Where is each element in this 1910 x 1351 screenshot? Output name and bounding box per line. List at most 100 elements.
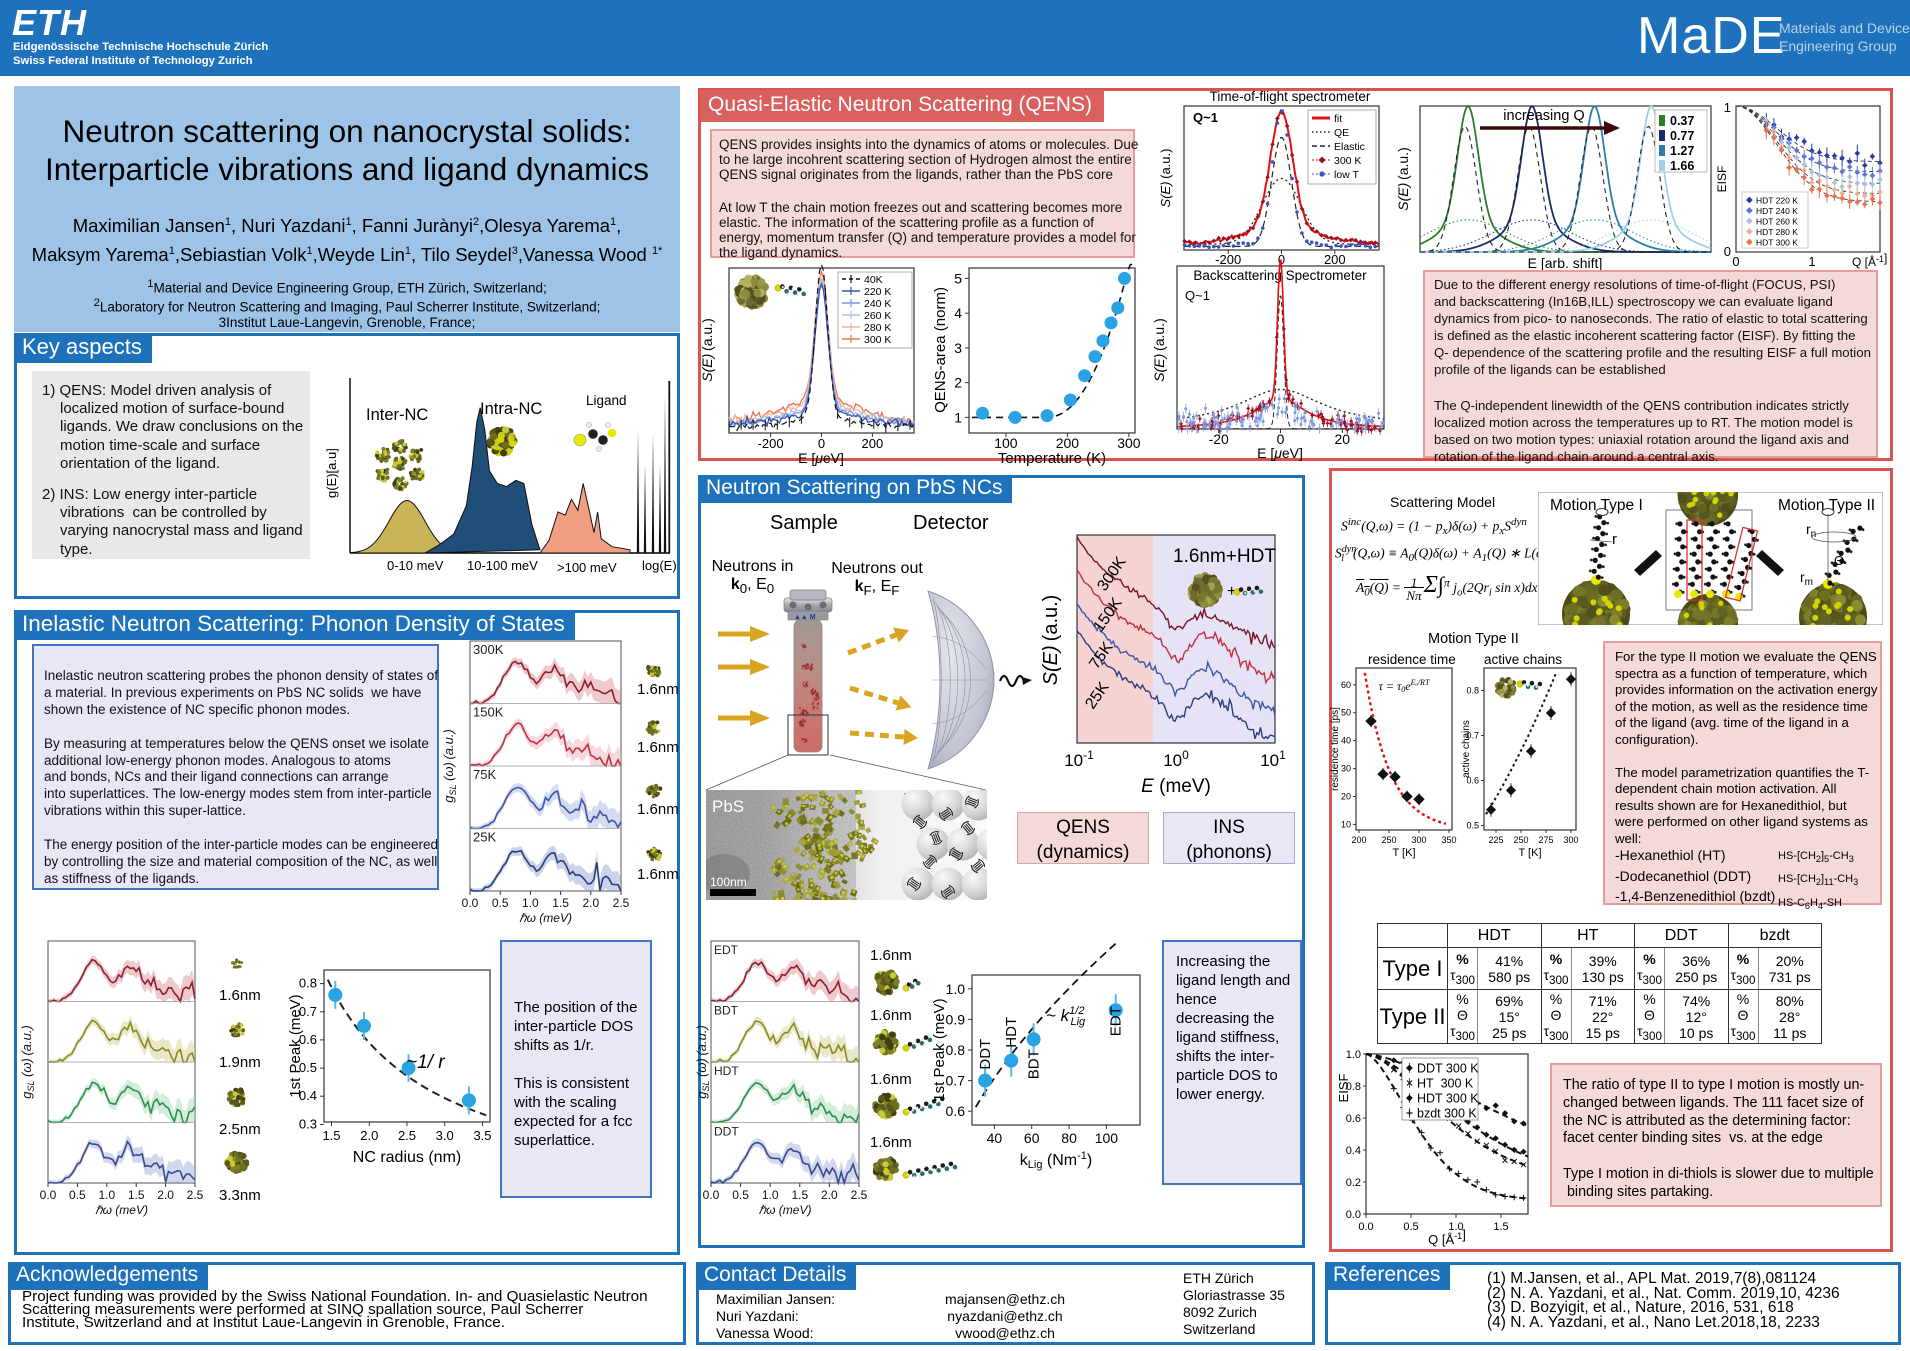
svg-text:PbS: PbS — [712, 797, 744, 816]
svg-text:2.5: 2.5 — [613, 896, 630, 910]
svg-text:10-1: 10-1 — [1064, 748, 1094, 770]
svg-text:0.8: 0.8 — [1346, 1081, 1361, 1093]
svg-text:0.7: 0.7 — [946, 1073, 966, 1089]
svg-text:260 K: 260 K — [864, 310, 891, 322]
svg-text:Q~1: Q~1 — [1193, 110, 1218, 125]
svg-text:0.8: 0.8 — [946, 1042, 966, 1058]
svg-text:150K: 150K — [473, 705, 504, 720]
svg-text:2.0: 2.0 — [360, 1128, 378, 1143]
svg-text:1.6nm: 1.6nm — [637, 866, 679, 883]
svg-text:225: 225 — [1488, 835, 1503, 845]
svg-text:0.4: 0.4 — [299, 1088, 317, 1103]
svg-text:0.6: 0.6 — [1346, 1113, 1361, 1125]
svg-text:0.6: 0.6 — [946, 1103, 966, 1119]
svg-text:1.6nm: 1.6nm — [637, 801, 679, 818]
svg-text:300 K: 300 K — [864, 334, 891, 346]
svg-text:0: 0 — [818, 436, 825, 451]
svg-text:QENS-area (norm): QENS-area (norm) — [932, 287, 949, 413]
svg-text:0.5: 0.5 — [1466, 821, 1479, 831]
svg-text:S(E) (a.u.): S(E) (a.u.) — [1040, 595, 1062, 686]
svg-text:Time-of-flight spectrometer: Time-of-flight spectrometer — [1210, 89, 1371, 104]
svg-text:log(E): log(E) — [642, 558, 677, 573]
svg-text:60: 60 — [1341, 680, 1351, 690]
svg-text:2.5: 2.5 — [398, 1128, 416, 1143]
svg-text:3.5: 3.5 — [473, 1128, 491, 1143]
svg-text:EISF: EISF — [1336, 1073, 1351, 1102]
svg-text:-200: -200 — [758, 436, 784, 451]
svg-text:0.0: 0.0 — [703, 1188, 720, 1202]
svg-text:E (meV): E (meV) — [1141, 776, 1211, 797]
svg-text:active chains: active chains — [1461, 720, 1472, 778]
svg-text:Q~1: Q~1 — [1185, 288, 1210, 303]
svg-text:bzdt 300 K: bzdt 300 K — [1417, 1107, 1477, 1121]
svg-text:residence time [ps]: residence time [ps] — [1330, 707, 1341, 791]
svg-text:2.5nm: 2.5nm — [219, 1121, 261, 1138]
svg-text:240 K: 240 K — [864, 298, 891, 310]
svg-text:0.0: 0.0 — [462, 896, 479, 910]
svg-text:200: 200 — [1056, 435, 1080, 451]
svg-text:1: 1 — [1808, 254, 1815, 269]
svg-text:-20: -20 — [1209, 431, 1229, 447]
svg-text:0.7: 0.7 — [1466, 731, 1479, 741]
svg-text:BDT: BDT — [714, 1004, 739, 1018]
svg-text:300: 300 — [1563, 835, 1578, 845]
svg-text:HDT 300 K: HDT 300 K — [1417, 1092, 1479, 1106]
svg-text:kLig (Nm-1): kLig (Nm-1) — [1020, 1150, 1092, 1171]
svg-text:1: 1 — [1724, 100, 1731, 115]
svg-text:r: r — [1612, 531, 1617, 548]
svg-text:0.0: 0.0 — [1346, 1209, 1361, 1221]
svg-text:0.0: 0.0 — [40, 1188, 57, 1202]
svg-text:Q [Å-1]: Q [Å-1] — [1852, 251, 1887, 269]
svg-text:gSL (ω) (a.u.): gSL (ω) (a.u.) — [694, 1025, 711, 1099]
svg-text:T [K]: T [K] — [1392, 847, 1415, 859]
svg-text:350: 350 — [1441, 835, 1456, 845]
svg-text:3.3nm: 3.3nm — [219, 1187, 261, 1204]
svg-text:1.5: 1.5 — [791, 1188, 808, 1202]
svg-text:1: 1 — [954, 409, 962, 425]
svg-text:rn: rn — [1806, 521, 1816, 540]
svg-text:2.5: 2.5 — [187, 1188, 204, 1202]
svg-text:DDT: DDT — [977, 1039, 994, 1070]
svg-text:250: 250 — [1513, 835, 1528, 845]
svg-text:HDT 240 K: HDT 240 K — [1756, 206, 1798, 216]
svg-text:300: 300 — [1117, 435, 1141, 451]
svg-text:1.5: 1.5 — [128, 1188, 145, 1202]
svg-text:HDT 220 K: HDT 220 K — [1756, 196, 1798, 206]
svg-text:-200: -200 — [1215, 252, 1241, 267]
svg-text:DDT: DDT — [714, 1125, 739, 1139]
svg-text:2.0: 2.0 — [821, 1188, 838, 1202]
svg-text:0: 0 — [1724, 244, 1731, 259]
svg-text:1.9nm: 1.9nm — [219, 1054, 261, 1071]
svg-text:1.5: 1.5 — [1493, 1221, 1508, 1233]
svg-text:5: 5 — [954, 270, 962, 286]
svg-text:50: 50 — [1341, 708, 1351, 718]
svg-text:1.6nm+HDT: 1.6nm+HDT — [1173, 546, 1276, 567]
svg-text:1.0: 1.0 — [1448, 1221, 1463, 1233]
svg-text:40: 40 — [1341, 736, 1351, 746]
svg-text:low T: low T — [1334, 169, 1359, 181]
svg-text:Motion Type II: Motion Type II — [1778, 497, 1875, 514]
svg-text:fit: fit — [1334, 113, 1342, 125]
svg-text:HDT: HDT — [1003, 1017, 1020, 1048]
svg-text:1.5: 1.5 — [552, 896, 569, 910]
svg-text:1.6nm: 1.6nm — [870, 947, 912, 964]
svg-text:1.27: 1.27 — [1670, 144, 1694, 158]
svg-text:1.0: 1.0 — [946, 981, 966, 997]
svg-text:20: 20 — [1341, 792, 1351, 802]
svg-text:Elastic: Elastic — [1334, 141, 1365, 153]
svg-text:S(E) (a.u.): S(E) (a.u.) — [1151, 318, 1167, 381]
svg-text:200: 200 — [1324, 252, 1346, 267]
svg-text:280 K: 280 K — [864, 322, 891, 334]
svg-text:HDT 300 K: HDT 300 K — [1756, 238, 1798, 248]
svg-text:Motion Type I: Motion Type I — [1550, 497, 1643, 514]
svg-text:increasing Q: increasing Q — [1503, 108, 1584, 124]
svg-text:DDT 300 K: DDT 300 K — [1417, 1062, 1479, 1076]
svg-text:0.5: 0.5 — [299, 1060, 317, 1075]
svg-text:HDT 260 K: HDT 260 K — [1756, 217, 1798, 227]
svg-text:0.4: 0.4 — [1346, 1145, 1361, 1157]
svg-text:0.37: 0.37 — [1670, 114, 1694, 128]
svg-text:Θ: Θ — [1834, 553, 1844, 568]
svg-text:100: 100 — [1095, 1130, 1119, 1146]
svg-text:100: 100 — [994, 435, 1018, 451]
svg-text:ℏω (meV): ℏω (meV) — [519, 911, 572, 925]
